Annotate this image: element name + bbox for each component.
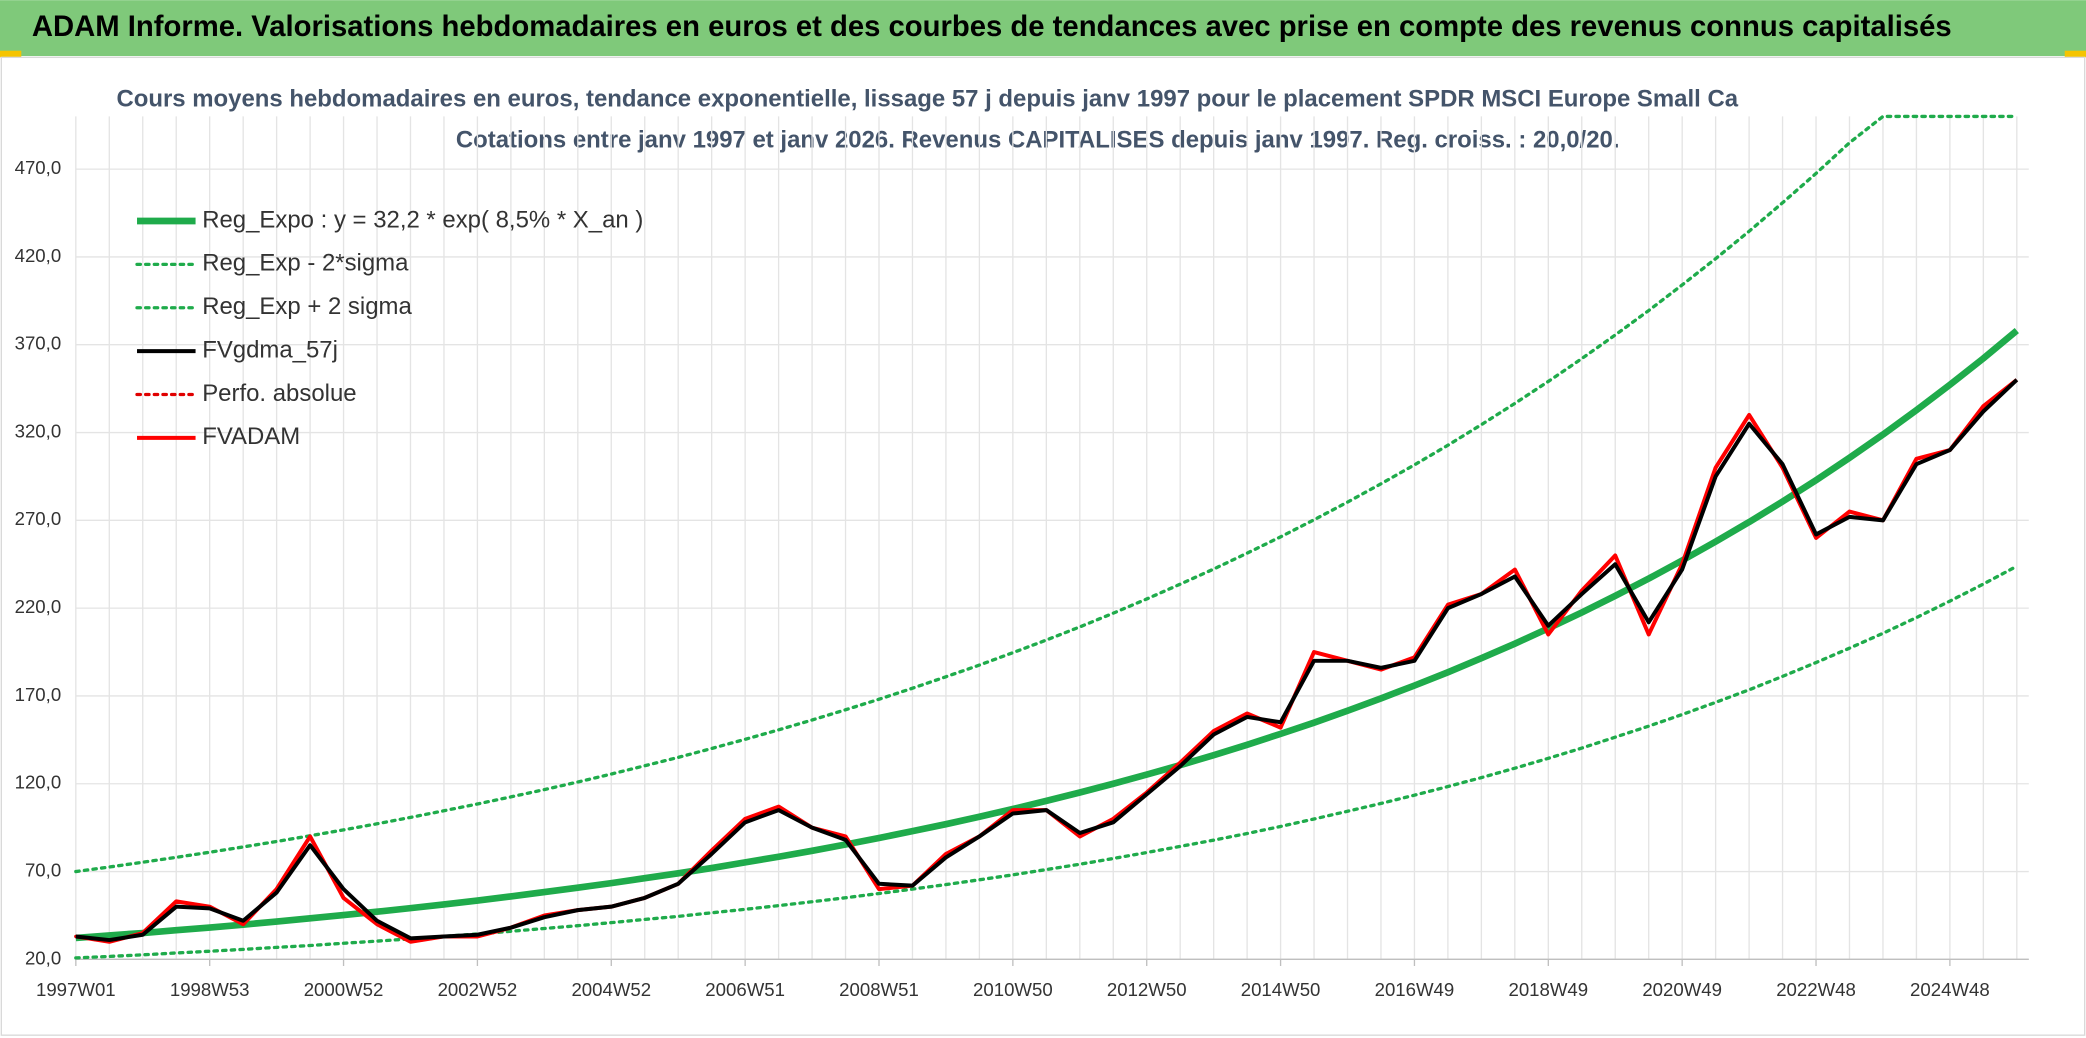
y-tick-label: 420,0 xyxy=(15,245,62,266)
x-tick-label: 2004W52 xyxy=(571,979,651,1000)
y-tick-label: 270,0 xyxy=(15,508,62,529)
x-tick-label: 2010W50 xyxy=(973,979,1053,1000)
legend-label: Reg_Expo : y = 32,2 * exp( 8,5% * X_an ) xyxy=(202,206,643,233)
x-tick-label: 2016W49 xyxy=(1375,979,1455,1000)
legend-label: FVADAM xyxy=(202,423,300,450)
legend-label: Perfo. absolue xyxy=(202,380,356,407)
chart-subtitle: Cotations entre janv 1997 et janv 2026. … xyxy=(456,127,1620,154)
x-tick-label: 1997W01 xyxy=(36,979,116,1000)
chart-border xyxy=(0,56,2086,1036)
corner xyxy=(2064,50,2086,58)
x-tick-label: 2008W51 xyxy=(839,979,919,1000)
legend-label: Reg_Exp + 2 sigma xyxy=(202,293,412,320)
x-tick-label: 2014W50 xyxy=(1241,979,1321,1000)
y-tick-label: 370,0 xyxy=(15,333,62,354)
x-tick-label: 2012W50 xyxy=(1107,979,1187,1000)
series-line xyxy=(75,328,2019,942)
legend-label: Reg_Exp - 2*sigma xyxy=(202,250,409,277)
y-tick-label: 320,0 xyxy=(15,420,62,441)
x-tick-label: 2000W52 xyxy=(304,979,384,1000)
series-line xyxy=(74,114,2019,874)
series-line xyxy=(75,378,2019,943)
y-tick-label: 470,0 xyxy=(15,157,62,178)
legend-label: FVgdma_57j xyxy=(202,336,338,363)
x-tick-label: 2002W52 xyxy=(438,979,518,1000)
y-tick-label: 170,0 xyxy=(15,684,62,705)
series-line xyxy=(74,564,2019,960)
y-tick-label: 70,0 xyxy=(25,859,61,880)
x-tick-label: 2024W48 xyxy=(1910,979,1990,1000)
y-tick-label: 220,0 xyxy=(15,596,62,617)
y-tick-label: 120,0 xyxy=(15,772,62,793)
x-tick-label: 1998W53 xyxy=(170,979,250,1000)
x-tick-label: 2022W48 xyxy=(1776,979,1856,1000)
y-tick-label: 20,0 xyxy=(25,947,61,968)
x-tick-label: 2020W49 xyxy=(1642,979,1722,1000)
corner xyxy=(0,50,22,58)
header-bar xyxy=(0,0,2086,57)
header-title: ADAM Informe. Valorisations hebdomadaire… xyxy=(32,11,1952,43)
x-tick-label: 2006W51 xyxy=(705,979,785,1000)
chart-title: Cours moyens hebdomadaires en euros, ten… xyxy=(116,85,1738,112)
x-tick-label: 2018W49 xyxy=(1508,979,1588,1000)
